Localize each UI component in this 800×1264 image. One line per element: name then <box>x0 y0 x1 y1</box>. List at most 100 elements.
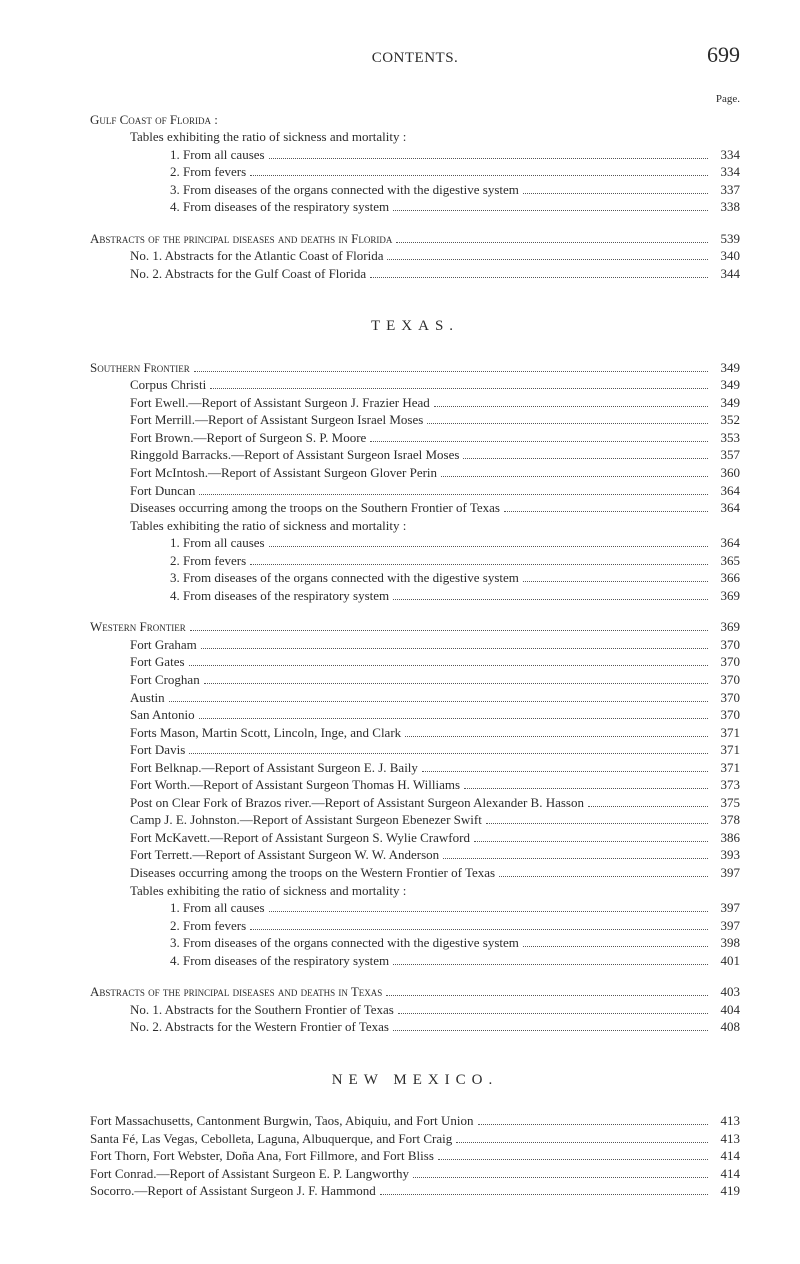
toc-entry: Austin370 <box>90 689 740 707</box>
entry-page: 398 <box>712 934 740 952</box>
toc-entry: Southern Frontier349 <box>90 359 740 377</box>
toc-entry: 4. From diseases of the respiratory syst… <box>90 952 740 970</box>
leader-dots <box>250 920 708 930</box>
leader-dots <box>393 955 708 965</box>
entry-label: Corpus Christi <box>130 376 206 394</box>
leader-dots <box>393 1021 708 1031</box>
gulf-heading-text: Gulf Coast of Florida : <box>90 112 218 127</box>
leader-dots <box>523 937 708 947</box>
entry-label: 2. From fevers <box>170 552 246 570</box>
entry-page: 357 <box>712 446 740 464</box>
leader-dots <box>398 1004 708 1014</box>
toc-entry: No. 2. Abstracts for the Western Frontie… <box>90 1018 740 1036</box>
entry-page: 334 <box>712 146 740 164</box>
entry-label: Santa Fé, Las Vegas, Cebolleta, Laguna, … <box>90 1130 452 1148</box>
leader-dots <box>204 674 708 684</box>
entry-label: Fort Massachusetts, Cantonment Burgwin, … <box>90 1112 474 1130</box>
toc-entry: 1. From all causes397 <box>90 899 740 917</box>
leader-dots <box>189 744 708 754</box>
entry-label: Diseases occurring among the troops on t… <box>130 864 495 882</box>
page-number: 699 <box>690 40 740 70</box>
toc-entry: Forts Mason, Martin Scott, Lincoln, Inge… <box>90 724 740 742</box>
entry-page: 364 <box>712 499 740 517</box>
entry-page: 364 <box>712 482 740 500</box>
leader-dots <box>269 537 708 547</box>
section-gulf: Gulf Coast of Florida : Tables exhibitin… <box>90 111 740 216</box>
toc-entry: No. 1. Abstracts for the Atlantic Coast … <box>90 247 740 265</box>
leader-dots <box>588 797 708 807</box>
entry-label: 4. From diseases of the respiratory syst… <box>170 198 389 216</box>
toc-entry: Post on Clear Fork of Brazos river.—Repo… <box>90 794 740 812</box>
leader-dots <box>396 233 708 243</box>
entry-page: 414 <box>712 1147 740 1165</box>
section-southern-frontier: Southern Frontier349 Corpus Christi 349 F… <box>90 359 740 605</box>
section-abstracts-florida: Abstracts of the principal diseases and … <box>90 230 740 283</box>
toc-entry: Fort Brown.—Report of Surgeon S. P. Moor… <box>90 429 740 447</box>
entry-page: 539 <box>712 230 740 248</box>
leader-dots <box>199 709 708 719</box>
leader-dots <box>210 379 708 389</box>
toc-entry: 1. From all causes364 <box>90 534 740 552</box>
entry-label: Abstracts of the principal diseases and … <box>90 983 382 1001</box>
entry-page: 397 <box>712 864 740 882</box>
entry-page: 403 <box>712 983 740 1001</box>
toc-entry: Socorro.—Report of Assistant Surgeon J. … <box>90 1182 740 1200</box>
section-title-texas: TEXAS. <box>90 316 740 336</box>
entry-page: 413 <box>712 1112 740 1130</box>
entry-page: 413 <box>712 1130 740 1148</box>
leader-dots <box>190 621 708 631</box>
entry-label: Fort Conrad.—Report of Assistant Surgeon… <box>90 1165 409 1183</box>
entry-page: 397 <box>712 917 740 935</box>
entry-page: 386 <box>712 829 740 847</box>
entry-label: No. 2. Abstracts for the Gulf Coast of F… <box>130 265 366 283</box>
entry-label: 1. From all causes <box>170 146 265 164</box>
entry-page: 338 <box>712 198 740 216</box>
leader-dots <box>269 149 708 159</box>
toc-entry: Fort McIntosh.—Report of Assistant Surge… <box>90 464 740 482</box>
entry-label: No. 1. Abstracts for the Atlantic Coast … <box>130 247 383 265</box>
leader-dots <box>370 432 708 442</box>
entry-label: Post on Clear Fork of Brazos river.—Repo… <box>130 794 584 812</box>
entry-label: 3. From diseases of the organs connected… <box>170 569 519 587</box>
toc-entry: 3. From diseases of the organs connected… <box>90 181 740 199</box>
leader-dots <box>380 1185 708 1195</box>
entry-page: 337 <box>712 181 740 199</box>
page-header: CONTENTS. 699 <box>90 40 740 70</box>
section-abstracts-texas: Abstracts of the principal diseases and … <box>90 983 740 1036</box>
toc-entry: No. 2. Abstracts for the Gulf Coast of F… <box>90 265 740 283</box>
toc-entry: Fort Gates370 <box>90 653 740 671</box>
toc-entry: Fort Merrill.—Report of Assistant Surgeo… <box>90 411 740 429</box>
entry-label: Fort Ewell.—Report of Assistant Surgeon … <box>130 394 430 412</box>
leader-dots <box>443 849 708 859</box>
entry-page: 373 <box>712 776 740 794</box>
entry-label: 4. From diseases of the respiratory syst… <box>170 952 389 970</box>
leader-dots <box>387 250 708 260</box>
page-label: Page. <box>90 92 740 107</box>
entry-page: 401 <box>712 952 740 970</box>
toc-entry: 4. From diseases of the respiratory syst… <box>90 587 740 605</box>
entry-page: 414 <box>712 1165 740 1183</box>
section-new-mexico: Fort Massachusetts, Cantonment Burgwin, … <box>90 1112 740 1200</box>
leader-dots <box>169 691 708 701</box>
entry-page: 404 <box>712 1001 740 1019</box>
toc-entry: Santa Fé, Las Vegas, Cebolleta, Laguna, … <box>90 1130 740 1148</box>
entry-label: Fort Davis <box>130 741 185 759</box>
gulf-heading: Gulf Coast of Florida : <box>90 111 740 129</box>
entry-page: 340 <box>712 247 740 265</box>
entry-label: Fort Graham <box>130 636 197 654</box>
entry-label: Fort McIntosh.—Report of Assistant Surge… <box>130 464 437 482</box>
leader-dots <box>523 184 708 194</box>
entry-page: 397 <box>712 899 740 917</box>
toc-entry: 3. From diseases of the organs connected… <box>90 934 740 952</box>
toc-entry: 2. From fevers334 <box>90 163 740 181</box>
leader-dots <box>250 555 708 565</box>
entry-label: Fort Worth.—Report of Assistant Surgeon … <box>130 776 460 794</box>
entry-page: 349 <box>712 394 740 412</box>
entry-label: Fort Terrett.—Report of Assistant Surgeo… <box>130 846 439 864</box>
toc-entry: Fort Duncan364 <box>90 482 740 500</box>
entry-page: 369 <box>712 618 740 636</box>
entry-label: Forts Mason, Martin Scott, Lincoln, Inge… <box>130 724 401 742</box>
entry-label: Fort Gates <box>130 653 185 671</box>
entry-page: 371 <box>712 759 740 777</box>
leader-dots <box>434 397 708 407</box>
